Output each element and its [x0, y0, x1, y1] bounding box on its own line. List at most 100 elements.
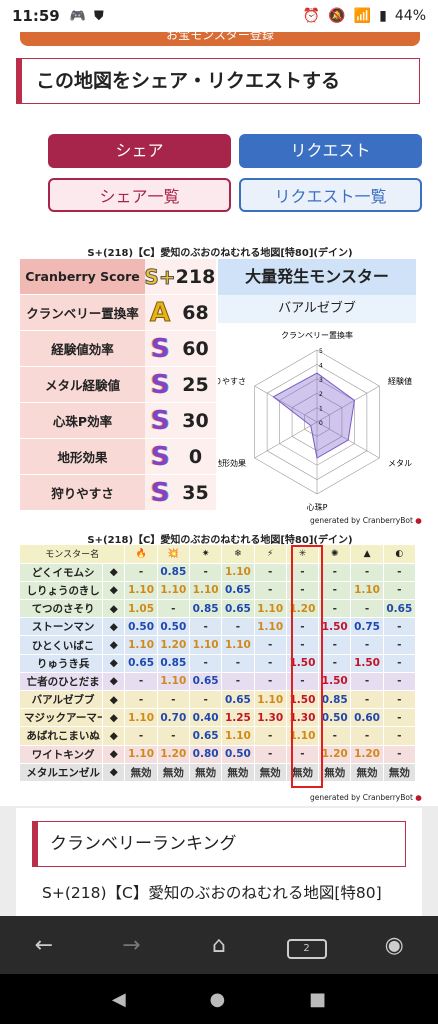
resistance-cell: 1.50	[318, 617, 352, 637]
share-list-button[interactable]: シェア一覧	[48, 178, 231, 212]
monster-name: ストーンマン	[20, 617, 104, 637]
radar-spoke	[316, 385, 380, 423]
resistance-cell: 0.70	[157, 708, 190, 728]
register-treasure-button[interactable]: お宝モンスター登録	[20, 32, 420, 46]
rock-icon: ▲	[350, 545, 384, 564]
score-label: 地形効果	[20, 439, 145, 474]
account-icon[interactable]: ◉	[384, 932, 404, 958]
resistance-cell: -	[286, 581, 320, 601]
table-row: マジックアーマー ◆ 1.10 0.70 0.40 1.25 1.30 1.30 0.50 0.6…	[20, 708, 417, 728]
resistance-cell: 1.10	[189, 635, 223, 655]
resistance-cell: -	[383, 708, 417, 728]
monster-icon: ◆	[102, 581, 126, 601]
resistance-cell: 1.50	[286, 690, 320, 710]
score-value: 25	[175, 367, 216, 402]
resistance-cell: 1.10	[221, 726, 255, 746]
monster-icon: ◆	[102, 563, 126, 582]
resistance-cell: -	[383, 581, 417, 601]
monster-icon: ◆	[102, 708, 126, 728]
system-back-icon[interactable]: ◀	[111, 988, 126, 1010]
system-recents-icon[interactable]: ■	[309, 988, 327, 1010]
resistance-cell: 1.50	[350, 654, 384, 673]
ranking-entry[interactable]: S+(218)【C】愛知のぶおのねむれる地図[特80]	[42, 884, 382, 902]
map-title: S+(218)【C】愛知のぶおのねむれる地図[特80](デイン)	[87, 248, 353, 259]
radar-tick: 5	[319, 348, 323, 355]
rank-badge: S	[145, 331, 175, 366]
resistance-cell: -	[350, 635, 384, 655]
resistance-cell: 1.50	[318, 672, 352, 692]
resistance-cell: -	[318, 599, 352, 619]
monster-name: どくイモムシ	[20, 563, 104, 582]
monster-icon: ◆	[102, 654, 126, 673]
resistance-cell: 無効	[350, 763, 384, 782]
monster-icon: ◆	[102, 599, 126, 619]
resistance-cell: 1.20	[157, 635, 190, 655]
score-row: メタル経験値 S 25	[20, 367, 216, 403]
resistance-cell: 0.65	[189, 726, 223, 746]
score-row: 心珠P効率 S 30	[20, 403, 216, 439]
score-label: メタル経験値	[20, 367, 145, 402]
resistance-cell: -	[254, 726, 287, 746]
request-list-button[interactable]: リクエスト一覧	[239, 178, 422, 212]
highlight-column	[291, 545, 323, 788]
status-bar: 11:59 🎮 ⛊ ⏰ 🔕 📶 ▮ 44%	[0, 0, 438, 32]
clock: 11:59	[12, 7, 60, 25]
score-row: クランベリー置換率 A 68	[20, 295, 216, 331]
resistance-cell: -	[189, 690, 223, 710]
radar-axis-label: 心珠P	[307, 502, 328, 512]
explosion-icon: 💥	[157, 545, 190, 564]
score-row: Cranberry Score S+ 218	[20, 259, 216, 295]
resistance-cell: 1.10	[124, 581, 158, 601]
score-label: 心珠P効率	[20, 403, 145, 438]
resistance-cell: 0.80	[189, 745, 223, 764]
monster-name: あばれこまいぬ	[20, 726, 104, 746]
share-button[interactable]: シェア	[48, 134, 231, 168]
tabs-button[interactable]: 2	[286, 932, 327, 959]
resistance-cell: 無効	[286, 763, 320, 782]
resistance-cell: 0.65	[383, 599, 417, 619]
score-value: 218	[175, 259, 216, 294]
resistance-cell: -	[286, 617, 320, 637]
table-row: あばれこまいぬ ◆ - -0.65 1.10-1.10- - -	[20, 726, 417, 746]
resistance-cell: -	[383, 563, 417, 582]
resistance-cell: 0.50	[124, 617, 158, 637]
table-row: りゅうき兵 ◆ 0.65 0.85- - -1.50-1.50-	[20, 654, 417, 673]
radar-axis-label: 狩りやすさ	[218, 376, 246, 386]
score-value: 35	[175, 475, 216, 510]
system-home-icon[interactable]: ●	[209, 988, 226, 1010]
resistance-cell: 1.10	[157, 581, 190, 601]
score-value: 60	[175, 331, 216, 366]
table-row: ひとくいばこ ◆ 1.10 1.20 1.10 1.10- - - - -	[20, 635, 417, 655]
monster-name: マジックアーマー	[20, 708, 104, 728]
resistance-cell: 1.20	[350, 745, 384, 764]
table-row: ワイトキング ◆ 1.10 1.20 0.80 0.50- -1.20 1.20-	[20, 745, 417, 764]
resistance-cell: 0.50	[221, 745, 255, 764]
ranking-card: クランベリーランキング S+(218)【C】愛知のぶおのねむれる地図[特80]	[16, 808, 422, 916]
radar-axis-label: 地形効果	[218, 458, 246, 468]
resistance-cell: -	[221, 617, 255, 637]
radar-axis-label: 経験値	[388, 376, 412, 386]
system-nav: ◀ ● ■	[0, 974, 438, 1024]
earth-icon: ✳	[286, 545, 320, 564]
home-icon[interactable]: ⌂	[212, 932, 226, 958]
resistance-cell: -	[157, 726, 190, 746]
back-icon[interactable]: ←	[34, 932, 54, 958]
shadow-icon: ✺	[318, 545, 352, 564]
resistance-cell: 0.75	[350, 617, 384, 637]
resistance-cell: 0.65	[124, 654, 158, 673]
resistance-cell: 1.20	[286, 599, 320, 619]
monster-name: メタルエンゼル	[20, 763, 104, 782]
score-label: Cranberry Score	[20, 259, 145, 294]
resistance-cell: -	[383, 654, 417, 673]
resistance-cell: -	[350, 726, 384, 746]
forward-icon[interactable]: →	[122, 932, 141, 958]
request-button[interactable]: リクエスト	[239, 134, 422, 168]
resistance-cell: 1.10	[124, 745, 158, 764]
radar-spoke	[254, 421, 318, 459]
table-row: ストーンマン ◆ 0.50 0.50- -1.10-1.50 0.75-	[20, 617, 417, 637]
lightning-icon: ⚡	[254, 545, 287, 564]
resistance-cell: -	[350, 599, 384, 619]
ranking-heading: クランベリーランキング	[32, 821, 406, 867]
resistance-cell: 無効	[124, 763, 158, 782]
